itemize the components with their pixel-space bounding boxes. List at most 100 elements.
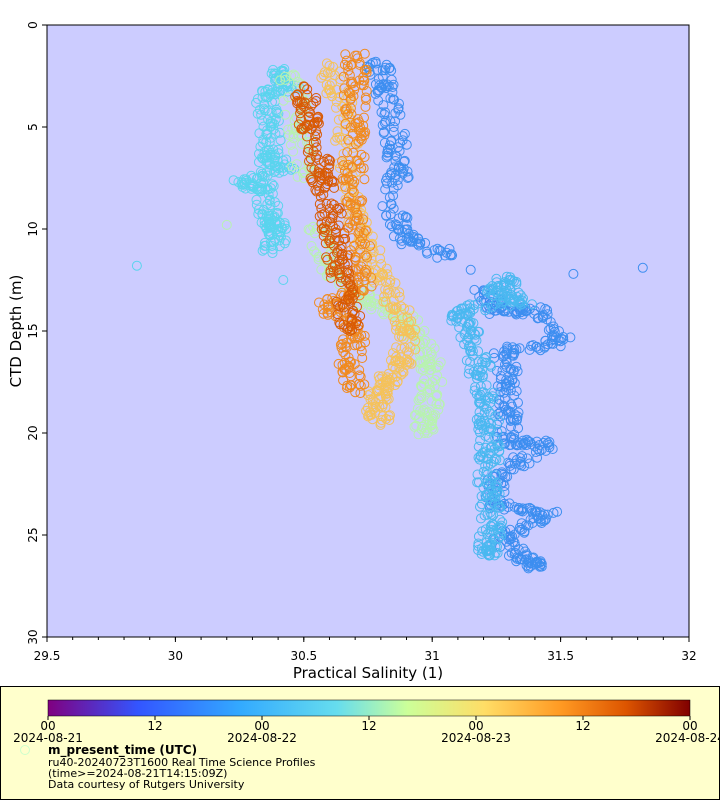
data-point — [568, 268, 579, 279]
data-point — [473, 346, 484, 357]
data-point — [253, 204, 264, 215]
data-point — [491, 431, 502, 442]
y-tick-label: 15 — [26, 323, 40, 338]
data-point — [359, 48, 370, 59]
data-point — [356, 80, 367, 91]
data-point — [345, 290, 356, 300]
data-point — [490, 433, 501, 444]
data-point — [485, 507, 496, 518]
data-point — [485, 288, 496, 299]
data-point — [418, 365, 428, 376]
data-point — [358, 285, 369, 296]
data-point — [504, 375, 515, 386]
data-point — [356, 196, 367, 207]
data-point — [384, 62, 395, 73]
data-point — [274, 241, 285, 252]
y-tick-label: 20 — [26, 425, 40, 440]
data-point — [528, 552, 539, 563]
data-point — [558, 334, 569, 345]
data-point — [291, 159, 302, 170]
data-point — [399, 155, 410, 166]
data-point — [306, 175, 317, 185]
data-point — [384, 192, 395, 203]
colorbar-hour-label: 12 — [361, 719, 376, 733]
data-point — [507, 296, 518, 307]
data-point — [481, 380, 492, 391]
data-point — [371, 294, 382, 305]
data-point — [381, 413, 392, 424]
data-point — [377, 82, 388, 93]
colorbar-hour-label: 00 — [40, 719, 55, 733]
data-point — [251, 184, 262, 195]
data-point — [377, 307, 388, 318]
data-point — [385, 410, 395, 421]
data-point — [359, 275, 370, 286]
data-point — [485, 458, 496, 469]
data-point — [354, 226, 365, 237]
data-point — [355, 380, 366, 391]
data-point — [334, 270, 345, 281]
data-point — [477, 526, 488, 537]
legend-panel: 00 12 00 12 00 12 00 2024-08-21 2024-08-22 2024-0… — [0, 686, 720, 800]
data-point — [426, 395, 437, 406]
data-point — [383, 147, 394, 158]
data-point — [332, 265, 342, 276]
data-point — [263, 228, 274, 239]
data-point — [504, 531, 515, 542]
data-point — [351, 318, 361, 329]
data-point — [266, 68, 277, 79]
data-point — [480, 305, 491, 316]
data-point — [484, 406, 495, 417]
data-point — [347, 233, 357, 244]
data-point — [395, 137, 406, 148]
data-point — [280, 109, 291, 120]
data-point — [295, 108, 306, 119]
legend-dataset: ru40-20240723T1600 Real Time Science Pro… — [48, 756, 316, 769]
data-point — [384, 382, 395, 393]
data-point — [350, 252, 361, 262]
data-point — [266, 222, 277, 233]
data-point — [502, 341, 512, 352]
data-point — [472, 469, 483, 480]
data-point — [388, 311, 399, 322]
data-point — [472, 373, 482, 384]
data-point — [311, 126, 321, 136]
data-point — [505, 283, 516, 294]
data-point — [343, 87, 354, 98]
data-point — [385, 209, 396, 220]
data-point — [424, 379, 435, 390]
data-point — [263, 85, 274, 95]
data-point — [399, 303, 410, 314]
data-point — [352, 114, 363, 125]
data-point — [347, 293, 358, 304]
data-point — [319, 67, 330, 78]
data-point — [435, 357, 446, 368]
data-point — [342, 383, 352, 393]
data-point — [273, 79, 284, 90]
data-point — [290, 71, 301, 81]
data-point — [465, 346, 476, 357]
data-point — [367, 395, 378, 406]
data-point — [385, 277, 395, 288]
data-point — [343, 65, 354, 76]
data-point — [292, 90, 303, 101]
data-point — [267, 248, 278, 259]
data-point — [384, 377, 395, 388]
x-tick-label: 30.5 — [290, 649, 317, 663]
data-point — [485, 539, 496, 549]
colorbar-date-label: 2024-08-23 — [441, 731, 511, 745]
colorbar-date-label: 2024-08-22 — [227, 731, 297, 745]
y-axis-ticks: 0 5 10 15 20 25 30 — [26, 21, 47, 645]
data-point — [356, 346, 367, 357]
data-point — [565, 332, 576, 343]
data-point — [390, 108, 401, 119]
data-point — [408, 330, 419, 341]
data-point — [343, 360, 354, 371]
data-point — [342, 147, 353, 158]
data-point — [309, 246, 320, 257]
data-point — [515, 438, 526, 449]
data-point — [402, 357, 413, 368]
data-point — [280, 71, 291, 82]
data-point — [347, 184, 358, 195]
data-point — [379, 385, 390, 396]
